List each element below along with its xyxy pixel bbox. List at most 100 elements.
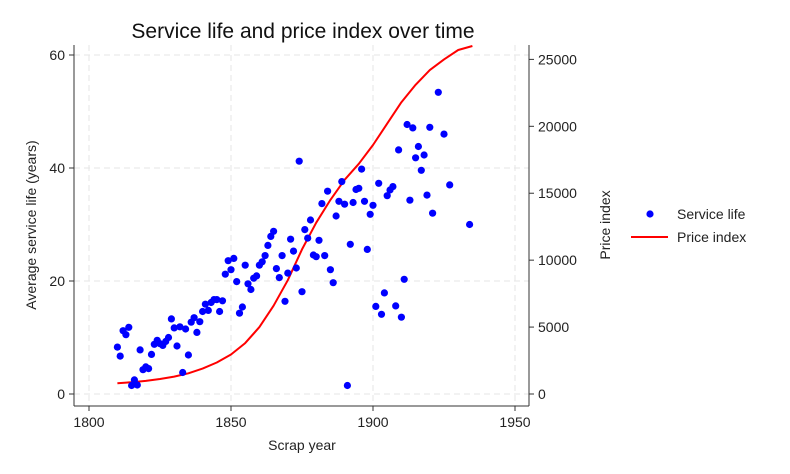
service-life-point — [349, 198, 357, 207]
service-life-point — [369, 201, 377, 209]
service-life-point — [244, 280, 252, 288]
service-life-point — [113, 343, 121, 351]
service-life-point — [397, 313, 405, 321]
service-life-point — [145, 365, 153, 373]
service-life-point — [420, 151, 428, 159]
service-life-point — [218, 297, 227, 305]
service-life-point — [434, 88, 442, 96]
service-life-point — [176, 323, 184, 331]
y2-tick-label: 0 — [538, 386, 546, 402]
service-life-point — [184, 351, 192, 359]
service-life-point — [312, 253, 320, 261]
service-life-point — [272, 265, 280, 273]
service-life-point — [179, 368, 187, 377]
service-life-point — [264, 241, 272, 249]
service-life-point — [440, 130, 448, 138]
legend-marker-service-life — [646, 210, 654, 218]
service-life-point — [409, 124, 417, 132]
x-axis-ticks: 1800 1850 1900 1950 — [73, 406, 531, 430]
service-life-point — [355, 184, 363, 192]
service-life-point — [281, 297, 289, 305]
service-life-point — [193, 328, 201, 336]
service-life-point — [201, 300, 209, 308]
service-life-point — [292, 264, 300, 272]
service-life-point — [426, 123, 434, 131]
service-life-point — [363, 245, 371, 253]
service-life-point — [122, 331, 130, 339]
service-life-point — [295, 157, 303, 165]
chart-title: Service life and price index over time — [131, 20, 474, 43]
service-life-point — [278, 252, 286, 260]
service-life-point — [400, 275, 408, 283]
service-life-point — [224, 257, 232, 265]
x-tick-label: 1900 — [357, 414, 388, 430]
service-life-point — [116, 352, 124, 360]
service-life-point — [227, 266, 235, 274]
service-life-point — [147, 350, 156, 358]
service-life-point — [383, 192, 391, 200]
service-life-point — [233, 278, 241, 286]
service-life-point — [429, 209, 437, 217]
price-index-series — [117, 45, 473, 385]
service-life-point — [377, 310, 386, 318]
service-life-point — [341, 200, 349, 208]
service-life-point — [412, 154, 420, 162]
y-tick-label: 0 — [57, 386, 65, 402]
legend: Service life Price index — [631, 206, 746, 245]
y2-tick-label: 10000 — [538, 252, 577, 268]
y-axis-left-ticks: 0 20 40 60 — [49, 47, 74, 402]
service-life-point — [301, 226, 309, 234]
service-life-point — [315, 236, 323, 244]
service-life-point — [199, 307, 207, 316]
service-life-point — [287, 235, 295, 243]
service-life-point — [446, 181, 454, 189]
service-life-point — [318, 200, 326, 208]
service-life-point — [235, 309, 244, 317]
service-life-point — [372, 302, 380, 310]
service-life-point — [275, 274, 283, 282]
service-life-point — [306, 216, 315, 224]
y-tick-label: 20 — [49, 273, 65, 289]
x-tick-label: 1800 — [73, 414, 104, 430]
service-life-point — [366, 210, 374, 218]
service-life-point — [170, 324, 178, 332]
service-life-point — [247, 285, 255, 294]
service-life-point — [270, 227, 278, 235]
y-axis-right-label: Price index — [597, 190, 613, 259]
service-life-point — [216, 307, 224, 316]
service-life-series — [113, 88, 474, 390]
service-life-point — [395, 146, 403, 154]
service-life-point — [164, 333, 173, 342]
service-life-point — [298, 288, 306, 296]
service-life-point — [406, 196, 414, 204]
x-tick-label: 1950 — [499, 414, 530, 430]
service-life-point — [466, 220, 474, 229]
axes — [73, 45, 530, 407]
service-life-point — [417, 166, 425, 174]
legend-label-service-life: Service life — [677, 206, 746, 222]
service-life-point — [241, 261, 249, 269]
service-life-point — [258, 258, 266, 266]
service-life-point — [375, 179, 383, 187]
service-life-point — [414, 142, 422, 151]
grid — [74, 45, 529, 406]
service-life-point — [196, 318, 204, 326]
x-tick-label: 1850 — [215, 414, 246, 430]
service-life-point — [346, 240, 354, 248]
service-life-point — [261, 252, 269, 260]
service-life-point — [324, 187, 332, 195]
service-life-point — [173, 342, 181, 350]
y-axis-left-label: Average service life (years) — [23, 140, 39, 309]
y2-tick-label: 20000 — [538, 118, 577, 134]
service-life-point — [182, 325, 190, 333]
service-life-point — [403, 120, 411, 129]
price-index-line — [117, 45, 473, 385]
y2-tick-label: 25000 — [538, 51, 577, 67]
service-life-point — [389, 183, 397, 191]
y2-tick-label: 15000 — [538, 185, 577, 201]
service-life-point — [204, 306, 212, 314]
service-life-point — [213, 296, 221, 304]
service-life-point — [338, 178, 346, 186]
service-life-point — [284, 269, 292, 277]
y-tick-label: 60 — [49, 47, 65, 63]
